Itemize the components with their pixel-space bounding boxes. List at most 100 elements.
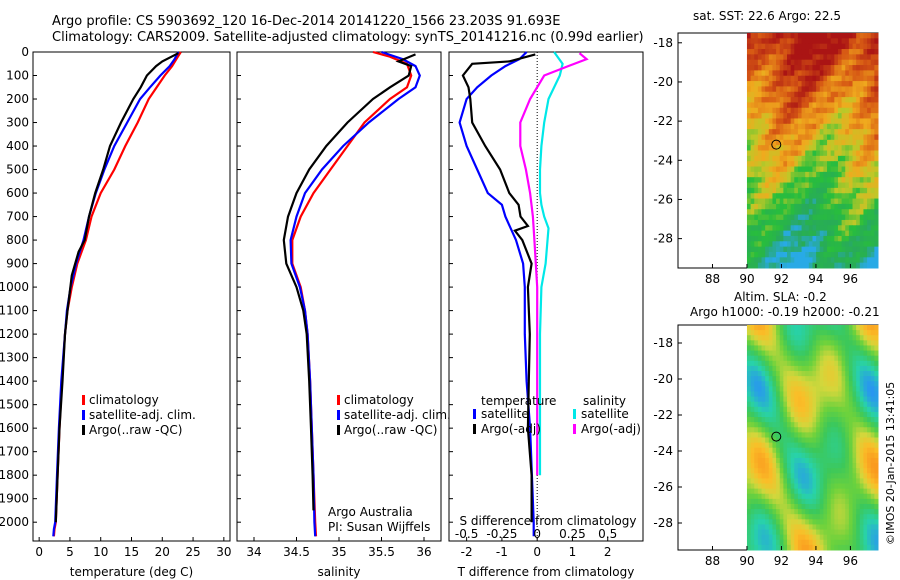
map-cell xyxy=(859,442,864,449)
map-cell xyxy=(794,457,799,464)
map-cell xyxy=(812,49,817,55)
map-cell xyxy=(787,171,792,178)
map-cell xyxy=(856,360,861,367)
map-cell xyxy=(794,81,799,87)
map-cell xyxy=(841,509,846,515)
map-cell xyxy=(750,166,755,173)
map-cell xyxy=(746,43,752,50)
map-cell xyxy=(827,193,832,200)
map-cell xyxy=(827,524,832,531)
map-cell xyxy=(837,539,843,546)
map-cell xyxy=(870,139,875,146)
map-cell xyxy=(827,427,832,433)
map-cell xyxy=(754,54,759,61)
map-cell xyxy=(772,452,777,459)
map-cell xyxy=(823,483,828,490)
map-cell xyxy=(816,335,821,341)
map-cell xyxy=(823,473,828,479)
map-cell xyxy=(801,411,806,418)
map-cell xyxy=(845,519,850,525)
map-cell xyxy=(772,457,777,464)
map-cell xyxy=(841,214,846,221)
map-cell xyxy=(827,422,832,428)
map-cell xyxy=(870,417,875,423)
map-cell xyxy=(870,447,875,454)
map-cell xyxy=(863,38,868,45)
map-cell xyxy=(819,86,824,93)
map-cell xyxy=(790,335,795,341)
map-cell xyxy=(867,129,872,135)
map-cell xyxy=(845,225,850,232)
map-cell xyxy=(823,70,828,77)
map-cell xyxy=(805,534,810,541)
map-cell xyxy=(757,539,763,546)
map-cell xyxy=(765,509,770,515)
map-cell xyxy=(772,473,777,479)
map-cell xyxy=(874,59,879,66)
map-cell xyxy=(841,376,846,382)
map-cell xyxy=(859,544,864,551)
map-cell xyxy=(837,478,843,485)
map-cell xyxy=(754,386,759,392)
map-cell xyxy=(874,97,879,103)
map-cell xyxy=(819,129,824,135)
map-cell xyxy=(819,442,824,449)
map-cell xyxy=(870,432,875,438)
map-cell xyxy=(867,241,872,248)
map-cell xyxy=(776,483,781,490)
map-cell xyxy=(746,411,752,418)
map-cell xyxy=(765,91,770,98)
map-cell xyxy=(757,498,763,505)
map-cell xyxy=(779,43,784,50)
map-cell xyxy=(746,70,752,77)
map-cell xyxy=(761,452,766,459)
map-cell xyxy=(757,91,763,98)
map-cell xyxy=(754,498,759,505)
map-cell xyxy=(845,155,850,162)
map-cell xyxy=(797,59,803,66)
map-cell xyxy=(761,166,766,173)
map-cell xyxy=(819,350,824,357)
map-cell xyxy=(808,107,813,114)
map-cell xyxy=(841,257,846,264)
map-cell xyxy=(794,49,799,55)
map-cell xyxy=(830,432,835,438)
map-cell xyxy=(754,447,759,454)
map-cell xyxy=(837,145,843,151)
map-cell xyxy=(827,49,832,55)
legend-swatch xyxy=(573,424,576,434)
map-cell xyxy=(827,246,832,253)
map-cell xyxy=(761,503,766,510)
map-cell xyxy=(856,437,861,444)
map-cell xyxy=(757,488,763,495)
map-cell xyxy=(827,376,832,382)
map-cell xyxy=(765,468,770,474)
map-cell xyxy=(812,54,817,61)
map-cell xyxy=(848,38,854,45)
map-cell xyxy=(783,113,788,119)
map-cell xyxy=(779,38,784,45)
map-cell xyxy=(761,81,766,87)
map-cell xyxy=(827,401,832,408)
map-cell xyxy=(776,43,781,50)
map-cell xyxy=(834,203,839,210)
map-cell xyxy=(867,524,872,531)
map-cell xyxy=(787,386,792,392)
map-cell xyxy=(794,498,799,505)
map-cell xyxy=(859,246,864,253)
map-cell xyxy=(812,401,817,408)
map-cell xyxy=(761,498,766,505)
map-cell xyxy=(859,262,864,269)
map-cell xyxy=(794,209,799,216)
map-cell xyxy=(837,33,843,39)
map-cell xyxy=(779,493,784,500)
map-cell xyxy=(765,203,770,210)
map-cell xyxy=(805,463,810,469)
map-cell xyxy=(816,198,821,205)
map-cell xyxy=(754,91,759,98)
map-cell xyxy=(819,401,824,408)
map-cell xyxy=(859,493,864,500)
map-cell xyxy=(867,493,872,500)
map-cell xyxy=(874,177,879,184)
